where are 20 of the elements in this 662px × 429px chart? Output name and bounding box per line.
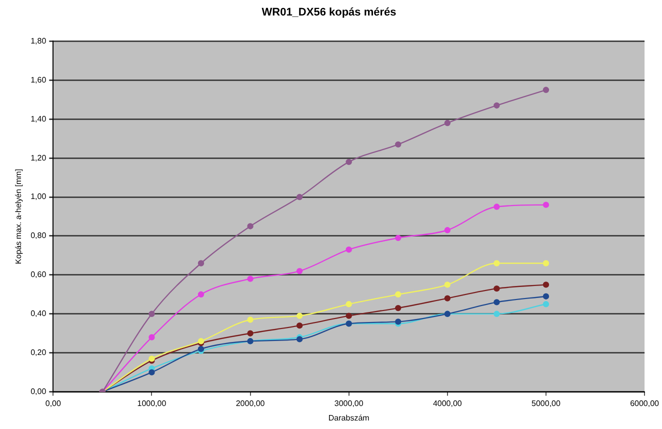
y-tick-label: 1,40 [30,114,47,124]
y-tick-label: 1,80 [30,36,47,46]
x-tick-label: 6000,00 [630,398,660,408]
x-tick-label: 1000,00 [137,398,167,408]
chart-title: WR01_DX56 kopás mérés [262,6,396,19]
y-tick-label: 1,20 [30,153,47,162]
x-tick-label: 0,00 [45,398,62,408]
x-axis-title: Darabszám [328,413,370,422]
y-tick-label: 0,80 [30,231,47,240]
y-tick-label: 0,60 [30,270,47,280]
x-tick-label: 2000,00 [236,398,266,408]
y-tick-label: 1,60 [30,75,47,84]
y-axis-title: Kopás max. a-helyén [mm] [14,168,24,264]
y-tick-label: 0,00 [30,387,47,396]
y-tick-label: 0,20 [30,348,47,358]
x-tick-label: 4000,00 [432,398,462,408]
y-tick-label: 1,00 [30,192,47,202]
x-tick-label: 3000,00 [334,398,364,408]
x-tick-label: 5000,00 [532,398,561,408]
y-tick-label: 0,40 [30,309,47,318]
